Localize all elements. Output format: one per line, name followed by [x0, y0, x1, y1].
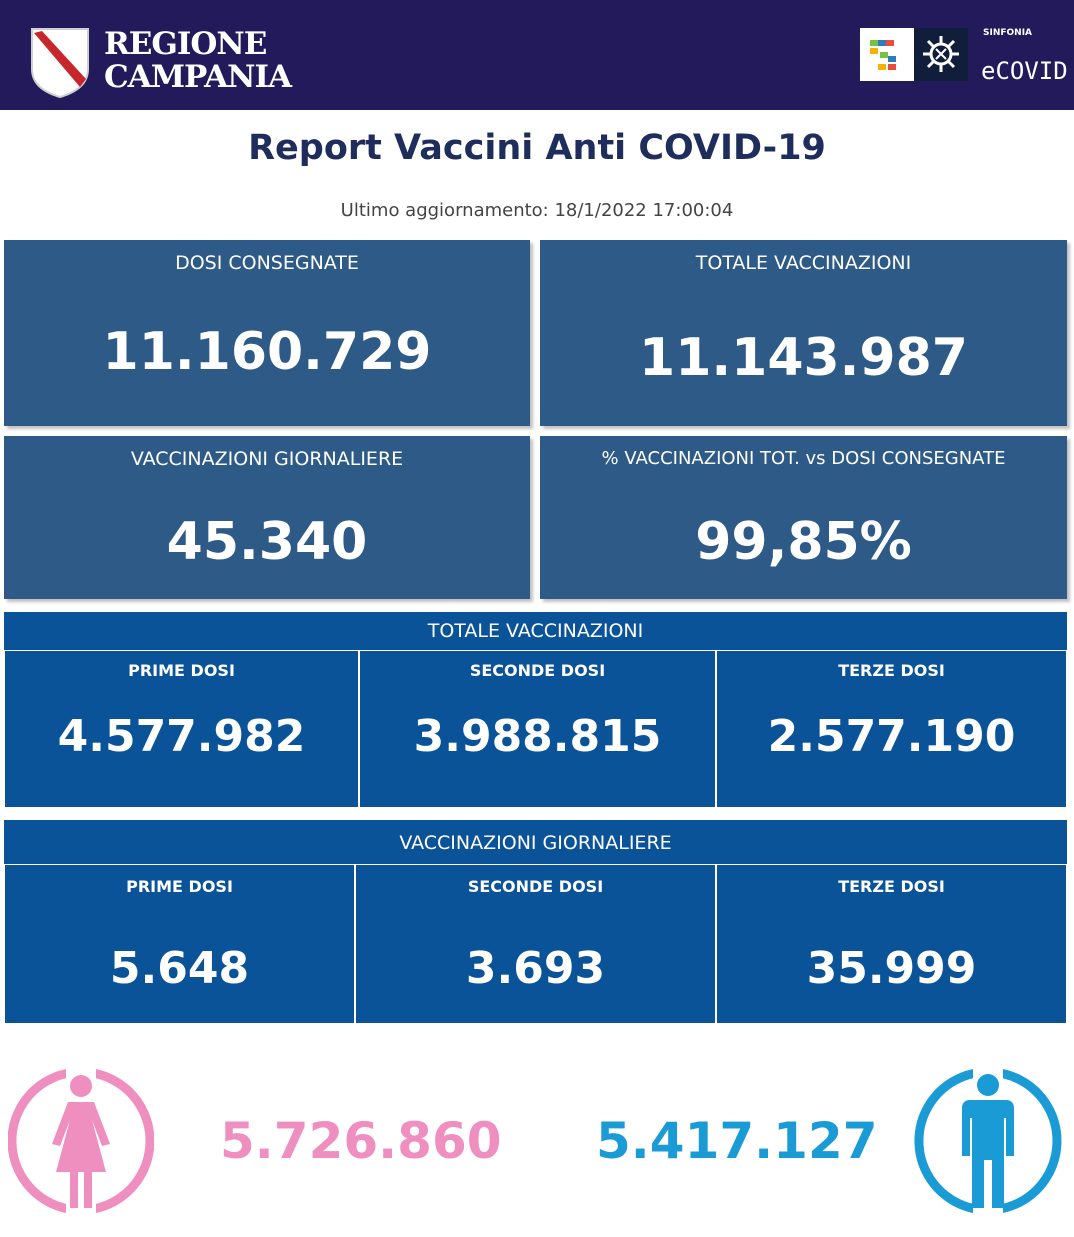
subcard-label: PRIME DOSI [128, 661, 235, 680]
subcard-label: SECONDE DOSI [469, 661, 606, 680]
card-label: DOSI CONSEGNATE [175, 252, 359, 274]
card-value: 45.340 [166, 512, 368, 572]
ecovid-label: eCOVID [981, 57, 1068, 85]
subcard-value: 2.577.190 [767, 711, 1016, 762]
card-label: % VACCINAZIONI TOT. vs DOSI CONSEGNATE [601, 448, 1006, 469]
last-update: Ultimo aggiornamento: 18/1/2022 17:00:04 [340, 200, 734, 221]
campania-shield-icon [31, 28, 89, 99]
subcard-terze-dosi: TERZE DOSI 35.999 [716, 864, 1067, 1024]
panel-totale-vaccinazioni: TOTALE VACCINAZIONI PRIME DOSI 4.577.982… [4, 612, 1067, 808]
card-totale-vaccinazioni: TOTALE VACCINAZIONI 11.143.987 [540, 240, 1067, 426]
card-percentuale: % VACCINAZIONI TOT. vs DOSI CONSEGNATE 9… [540, 436, 1067, 599]
male-person-icon [914, 1068, 1062, 1214]
subcard-value: 3.693 [465, 943, 606, 994]
panel-title: TOTALE VACCINAZIONI [427, 620, 644, 642]
virus-icon [914, 28, 968, 81]
panel-vaccinazioni-giornaliere: VACCINAZIONI GIORNALIERE PRIME DOSI 5.64… [4, 820, 1067, 1024]
header-bar: REGIONE CAMPANIA [0, 0, 1074, 110]
card-label: VACCINAZIONI GIORNALIERE [130, 448, 404, 470]
subcard-value: 35.999 [806, 943, 977, 994]
subcard-prime-dosi: PRIME DOSI 4.577.982 [4, 650, 359, 808]
female-vaccinations-count: 5.726.860 [220, 1112, 502, 1170]
region-name: REGIONE CAMPANIA [104, 26, 292, 95]
subcard-value: 3.988.815 [413, 711, 662, 762]
card-vaccinazioni-giornaliere: VACCINAZIONI GIORNALIERE 45.340 [4, 436, 530, 599]
subcard-label: TERZE DOSI [838, 661, 945, 680]
subcard-label: TERZE DOSI [838, 877, 945, 896]
region-name-line2: CAMPANIA [104, 59, 292, 95]
card-value: 99,85% [695, 512, 912, 572]
sinfonia-s-icon [860, 28, 914, 81]
female-person-icon [8, 1068, 154, 1214]
subcard-value: 5.648 [109, 943, 250, 994]
card-value: 11.143.987 [639, 328, 968, 388]
subcard-seconde-dosi: SECONDE DOSI 3.988.815 [359, 650, 716, 808]
subcard-terze-dosi: TERZE DOSI 2.577.190 [716, 650, 1067, 808]
region-name-line1: REGIONE [104, 26, 267, 62]
subcard-label: PRIME DOSI [126, 877, 233, 896]
panel-title: VACCINAZIONI GIORNALIERE [399, 832, 672, 854]
sinfonia-label: SINFONIA [983, 28, 1033, 38]
card-label: TOTALE VACCINAZIONI [695, 252, 912, 274]
card-value: 11.160.729 [102, 322, 432, 382]
subcard-seconde-dosi: SECONDE DOSI 3.693 [355, 864, 716, 1024]
subcard-value: 4.577.982 [57, 711, 306, 762]
subcard-prime-dosi: PRIME DOSI 5.648 [4, 864, 355, 1024]
subcard-label: SECONDE DOSI [467, 877, 604, 896]
ecovid-logo [860, 28, 968, 81]
male-vaccinations-count: 5.417.127 [596, 1112, 878, 1170]
page-title: Report Vaccini Anti COVID-19 [248, 128, 826, 168]
card-dosi-consegnate: DOSI CONSEGNATE 11.160.729 [4, 240, 530, 426]
